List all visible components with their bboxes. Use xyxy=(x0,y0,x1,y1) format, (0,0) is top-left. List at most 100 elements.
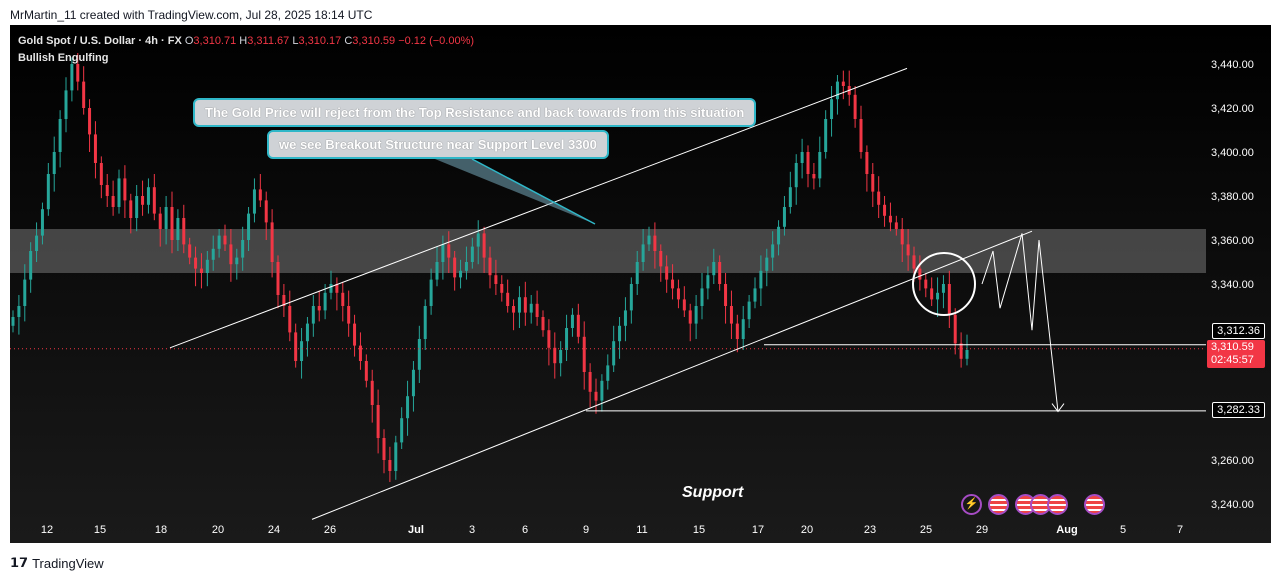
time-axis-label: Aug xyxy=(1056,524,1077,536)
candle-body xyxy=(541,317,545,331)
candle-body xyxy=(294,332,298,361)
callout-breakout[interactable]: we see Breakout Structure near Support L… xyxy=(267,130,609,159)
time-axis-label: 3 xyxy=(469,524,475,536)
candle-body xyxy=(199,268,203,273)
candle-body xyxy=(647,235,651,245)
candle-body xyxy=(618,325,622,342)
candle-body xyxy=(659,251,663,267)
time-axis-label: Jul xyxy=(408,524,424,536)
candle-body xyxy=(529,303,533,313)
candle-body xyxy=(559,350,563,364)
candle-body xyxy=(671,279,675,289)
close-value: 3,310.59 xyxy=(352,35,396,47)
candle-body xyxy=(17,306,21,317)
candle-body xyxy=(883,204,887,216)
candle-body xyxy=(612,341,616,366)
time-axis-label: 17 xyxy=(752,524,764,536)
candle-body xyxy=(865,152,869,174)
candle-body xyxy=(76,64,80,82)
us-flag-icon[interactable] xyxy=(1084,494,1105,515)
candle-body xyxy=(629,284,633,311)
candle-body xyxy=(70,64,74,91)
candle-body xyxy=(470,246,474,262)
candle-body xyxy=(871,174,875,192)
candle-body xyxy=(900,229,904,245)
tradingview-logo-icon[interactable]: 𝟭𝟳 xyxy=(10,555,29,570)
price-axis-label: 3,240.00 xyxy=(1211,499,1254,511)
candle-body xyxy=(29,251,33,280)
candle-body xyxy=(500,284,504,293)
symbol-label: Gold Spot / U.S. Dollar · 4h · FX xyxy=(18,35,182,47)
candle-body xyxy=(936,292,940,300)
candle-body xyxy=(170,207,174,240)
level-tag-upper[interactable]: 3,312.36 xyxy=(1212,323,1265,339)
candle-body xyxy=(729,306,733,324)
candle-body xyxy=(688,310,692,324)
candle-body xyxy=(270,222,274,262)
channel-upper-line xyxy=(169,67,908,349)
price-axis-label: 3,380.00 xyxy=(1211,191,1254,203)
candle-body xyxy=(417,339,421,370)
candle-body xyxy=(247,213,251,240)
candle-body xyxy=(300,341,304,361)
lightning-icon[interactable]: ⚡ xyxy=(961,494,982,515)
candle-body xyxy=(553,347,557,364)
candle-body xyxy=(570,314,574,328)
candle-body xyxy=(453,257,457,278)
callout-pointer xyxy=(435,159,595,224)
us-flag-icon[interactable] xyxy=(988,494,1009,515)
candle-body xyxy=(912,255,916,269)
candle-body xyxy=(665,266,669,280)
candle-body xyxy=(135,196,139,218)
candle-body xyxy=(152,187,156,214)
candle-body xyxy=(623,310,627,326)
candle-body xyxy=(288,306,292,333)
candle-body xyxy=(88,108,92,135)
candle-body xyxy=(423,306,427,339)
candle-body xyxy=(488,257,492,276)
indicator-label[interactable]: Bullish Engulfing xyxy=(18,52,109,64)
candle-body xyxy=(276,262,280,295)
candle-body xyxy=(594,391,598,401)
chart-area[interactable]: 3,240.00 3,260.00 3,340.00 3,360.00 3,380.00… xyxy=(10,25,1271,543)
support-label: Support xyxy=(682,484,744,501)
last-price-tag[interactable]: 3,310.59 02:45:57 xyxy=(1207,340,1265,368)
attribution-text: MrMartin_11 created with TradingView.com… xyxy=(10,8,373,22)
price-axis-label: 3,260.00 xyxy=(1211,455,1254,467)
candle-body xyxy=(765,257,769,271)
price-axis-label: 3,440.00 xyxy=(1211,59,1254,71)
footer: 𝟭𝟳 TradingView xyxy=(10,555,104,571)
candle-body xyxy=(400,418,404,443)
callout-top-resistance[interactable]: The Gold Price will reject from the Top … xyxy=(193,98,757,127)
candle-body xyxy=(335,284,339,293)
candle-body xyxy=(429,279,433,306)
candle-body xyxy=(323,292,327,311)
candle-body xyxy=(35,235,39,251)
candle-body xyxy=(641,244,645,262)
candle-body xyxy=(235,257,239,265)
candle-body xyxy=(818,152,822,179)
candle-body xyxy=(718,262,722,284)
time-axis-label: 6 xyxy=(522,524,528,536)
candle-body xyxy=(129,200,133,218)
candle-body xyxy=(918,268,922,280)
candle-body xyxy=(794,163,798,188)
time-axis-label: 20 xyxy=(801,524,813,536)
candle-body xyxy=(576,314,580,337)
candle-body xyxy=(924,279,928,289)
time-axis-label: 9 xyxy=(583,524,589,536)
candle-body xyxy=(877,191,881,205)
candle-body xyxy=(111,196,115,207)
candle-body xyxy=(376,405,380,438)
us-flag-icon[interactable] xyxy=(1047,494,1068,515)
candle-body xyxy=(229,244,233,265)
candle-body xyxy=(712,262,716,276)
candle-body xyxy=(724,284,728,306)
candle-body xyxy=(105,185,109,196)
level-tag-support[interactable]: 3,282.33 xyxy=(1212,402,1265,418)
candle-body xyxy=(824,119,828,152)
candle-body xyxy=(506,292,510,306)
candle-body xyxy=(700,288,704,306)
candle-body xyxy=(676,288,680,300)
candle-body xyxy=(353,323,357,346)
